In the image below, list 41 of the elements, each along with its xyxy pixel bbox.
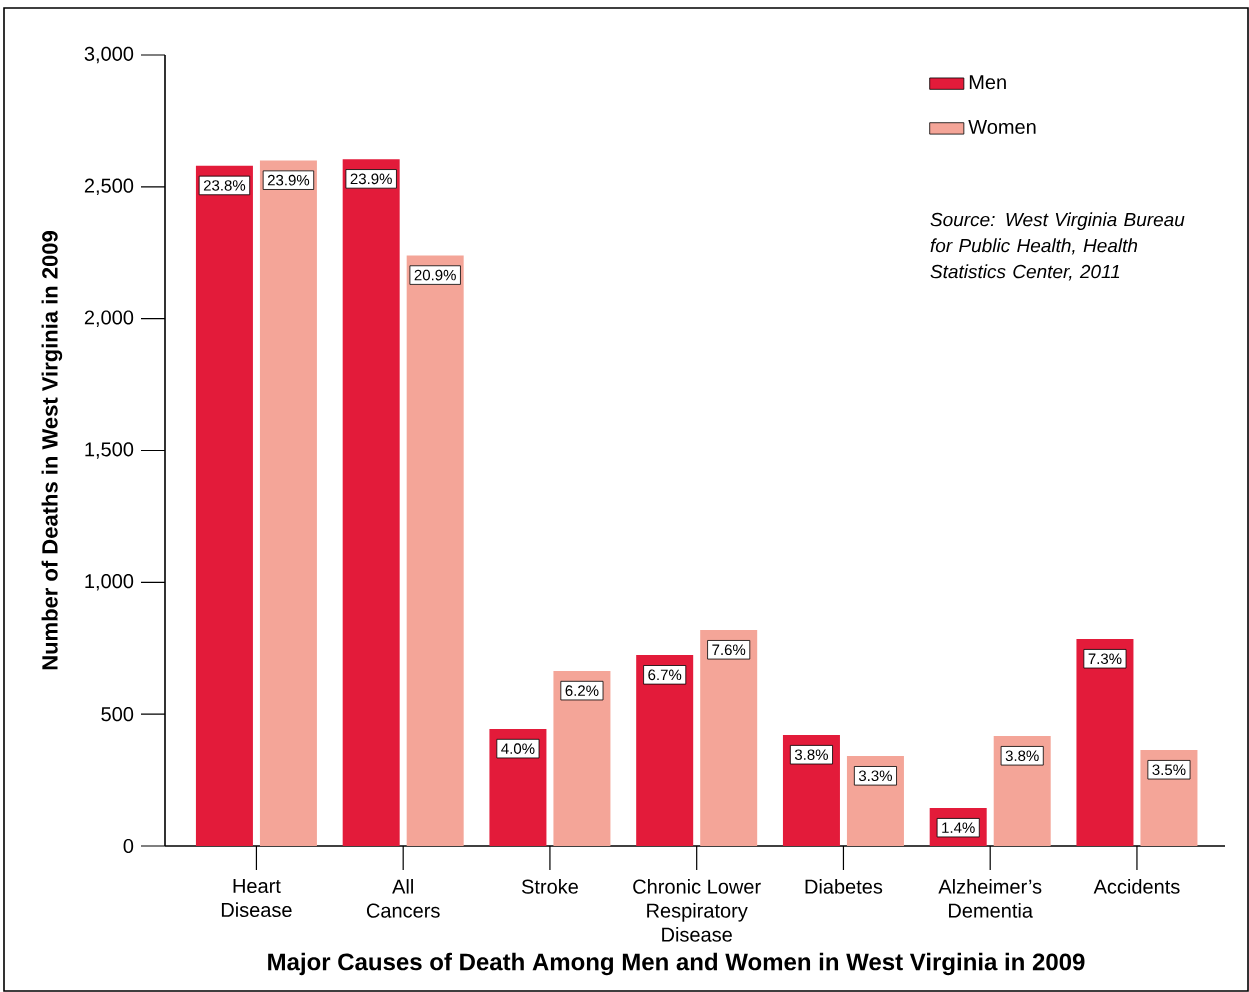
bar — [406, 255, 464, 846]
annotation: 23.8% — [203, 180, 246, 191]
x-tick-label: Diabetes — [805, 879, 883, 894]
bar — [259, 160, 317, 846]
x-tick-label: Alzheimer’s Dementia — [938, 879, 1042, 918]
y-tick-label: 2,000 — [84, 310, 134, 327]
annotation: 23.9% — [350, 173, 392, 185]
bar — [636, 655, 694, 846]
x-tick-label: Accidents — [1093, 879, 1180, 894]
annotation: 7.6% — [712, 644, 746, 656]
annotation: Source: West Virginia Bureau for Public Health, Health Statistics Center, 2011 — [930, 212, 1185, 281]
y-tick-label: 1,500 — [85, 442, 134, 459]
annotation: 20.9% — [414, 269, 456, 281]
annotation: 4.0% — [501, 743, 535, 754]
legend-label: Women — [968, 120, 1036, 134]
text: Major Causes of Death Among Men and Women in West Virginia in 2009 — [268, 952, 1085, 976]
annotation: 3.3% — [858, 770, 892, 782]
y-tick-label: 1,000 — [85, 574, 134, 591]
y-tick-label: 2,500 — [84, 178, 134, 196]
annotation: 1.4% — [942, 822, 975, 833]
annotation: 6.7% — [648, 669, 682, 681]
bar — [1076, 639, 1134, 846]
annotation: 3.8% — [1005, 750, 1039, 762]
y-tick-label: 0 — [123, 838, 134, 854]
y-tick-label: 500 — [101, 707, 134, 722]
annotation: 6.2% — [565, 685, 599, 696]
x-tick-label: All Cancers — [366, 879, 440, 918]
annotation: 7.3% — [1088, 653, 1122, 665]
y-axis-title: Number of Deaths in West Virginia in 2009 — [41, 231, 63, 670]
legend-label: Men — [969, 75, 1006, 90]
y-tick-label: 3,000 — [84, 46, 134, 64]
bar — [553, 670, 611, 846]
bar — [700, 630, 758, 846]
annotation: 3.8% — [794, 749, 828, 761]
x-tick-label: Chronic Lower Respiratory Disease — [633, 879, 761, 942]
x-tick-label: Stroke — [521, 879, 578, 894]
bar — [195, 165, 253, 846]
annotation: 23.9% — [267, 174, 310, 186]
bar — [342, 159, 400, 846]
x-tick-label: Heart Disease — [221, 879, 292, 918]
annotation: 3.5% — [1152, 764, 1186, 776]
